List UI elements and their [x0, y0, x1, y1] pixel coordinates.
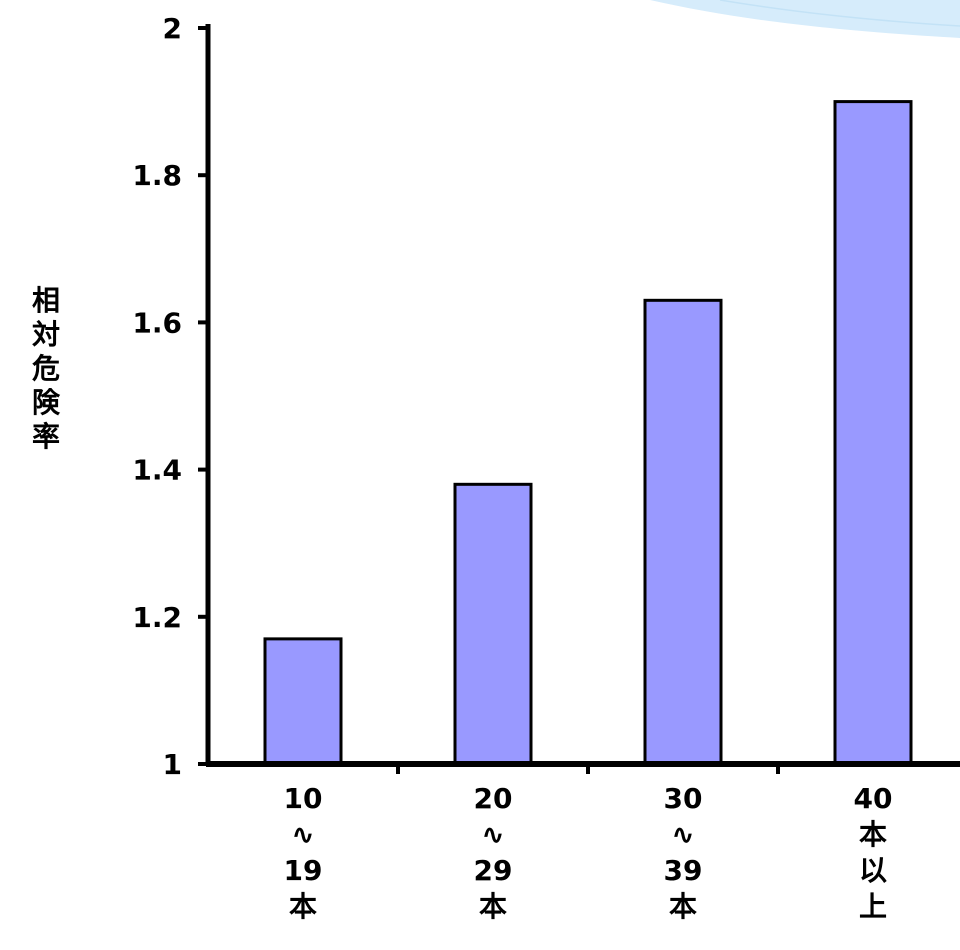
category-label-line: ∿	[671, 818, 694, 851]
category-label-line: 10	[284, 782, 323, 815]
y-tick-label-0: 1	[163, 748, 182, 781]
category-label-line: 本	[479, 890, 507, 923]
y-axis-label-char: 相	[32, 284, 60, 317]
y-axis-label-char: 危	[32, 352, 60, 385]
bar-4	[833, 100, 913, 766]
y-tick-label-1: 1.2	[132, 601, 182, 634]
category-label-4: 40 本以上	[854, 782, 893, 923]
category-label-line: 上	[859, 890, 887, 923]
y-tick-label-3: 1.6	[132, 306, 182, 339]
category-label-line: 以	[859, 854, 887, 887]
category-label-line: 30	[664, 782, 703, 815]
y-tick-label-4: 1.8	[132, 159, 182, 192]
category-label-line: 19	[284, 854, 323, 887]
y-axis-label-char: 率	[32, 420, 60, 453]
category-label-line: ∿	[481, 818, 504, 851]
category-label-line: 20	[474, 782, 513, 815]
category-label-line: 本	[669, 890, 697, 923]
y-axis-label: 相対危険率	[32, 284, 61, 453]
category-label-1: 10 ∿ 19 本	[284, 782, 323, 923]
category-label-line: ∿	[291, 818, 314, 851]
decorative-swoosh	[650, 0, 960, 38]
category-label-line: 39	[664, 854, 703, 887]
y-tick-label-2: 1.4	[132, 454, 182, 487]
swoosh-line	[719, 0, 960, 27]
y-axis-label-char: 険	[32, 386, 61, 419]
y-axis-label-char: 対	[32, 318, 60, 351]
bars	[263, 100, 913, 766]
bar-2	[453, 482, 533, 766]
axes	[198, 24, 960, 774]
category-label-line: 40	[854, 782, 893, 815]
swoosh-shape	[650, 0, 960, 38]
category-label-line: 本	[859, 818, 887, 851]
bar-3	[643, 298, 723, 766]
category-label-line: 本	[289, 890, 317, 923]
category-label-line: 29	[474, 854, 513, 887]
category-label-3: 30 ∿ 39 本	[664, 782, 703, 923]
y-tick-label-5: 2	[163, 12, 182, 45]
bar-1	[263, 637, 343, 766]
category-label-2: 20 ∿ 29 本	[474, 782, 513, 923]
